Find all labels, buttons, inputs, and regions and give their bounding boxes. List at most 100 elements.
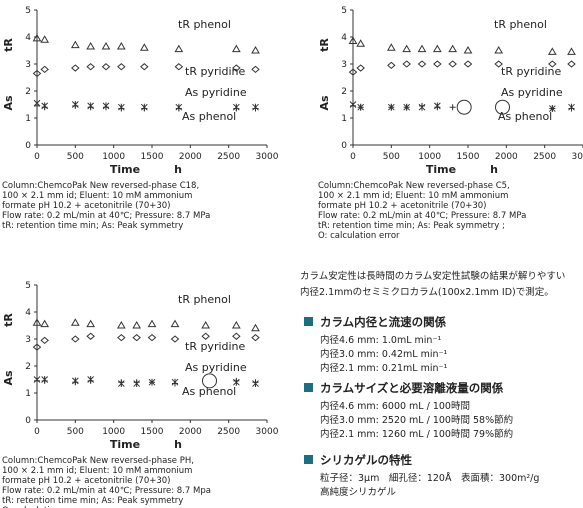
series-label: As pyridine bbox=[185, 86, 247, 99]
x-tick-label: 2500 bbox=[217, 427, 240, 437]
section-line: 内径2.1 mm: 0.21mL min⁻¹ bbox=[320, 362, 448, 374]
caption-line: tR: retention time min; As: Peak symmetr… bbox=[318, 221, 505, 231]
caption-line: formate pH 10.2 + acetonitrile (70+30) bbox=[318, 201, 487, 211]
caption-line: tR: retention time min; As: Peak symmetr… bbox=[2, 496, 183, 506]
y-tick-label: 2 bbox=[25, 362, 31, 372]
triangle-marker bbox=[348, 36, 358, 45]
diamond-marker bbox=[417, 60, 427, 68]
series-label: As pyridine bbox=[185, 361, 247, 374]
section-line: 内径2.1 mm: 1260 mL / 100時間 79%節約 bbox=[320, 428, 513, 440]
plus-marker bbox=[568, 105, 575, 112]
y-tick-label: 1 bbox=[341, 114, 347, 124]
y-tick-label: 2 bbox=[341, 87, 347, 97]
y-tick-label: 4 bbox=[341, 33, 347, 43]
triangle-marker bbox=[32, 318, 42, 326]
caption-line: O: calculation error bbox=[2, 506, 84, 508]
triangle-marker bbox=[417, 44, 427, 53]
series-label: As phenol bbox=[182, 385, 236, 398]
triangle-marker bbox=[116, 321, 126, 329]
caption-line: Flow rate: 0.2 mL/min at 40℃; Pressure: … bbox=[2, 211, 210, 221]
x-tick-label: 2000 bbox=[495, 152, 518, 162]
error-marker bbox=[202, 373, 217, 389]
series-label: tR phenol bbox=[178, 18, 231, 31]
y-tick-label: 0 bbox=[25, 141, 31, 151]
x-tick-label: 0 bbox=[34, 427, 40, 437]
y-tick-label: 0 bbox=[341, 141, 347, 151]
section-line: 内径4.6 mm: 6000 mL / 100時間 bbox=[320, 400, 470, 412]
diamond-marker bbox=[463, 60, 473, 68]
series-label: As phenol bbox=[498, 110, 552, 123]
section-line: 粒子径：3μm 細孔径：120Å 表面積：300m²/g bbox=[320, 472, 539, 484]
x-axis-label: Time bbox=[110, 438, 140, 451]
caption-line: 100 × 2.1 mm id; Eluent: 10 mM ammonium bbox=[2, 191, 192, 201]
section-line: 内径3.0 mm: 0.42mL min⁻¹ bbox=[320, 348, 448, 360]
caption-line: Flow rate: 0.2 mL/min at 40℃; Pressure: … bbox=[2, 486, 211, 496]
y-tick-label: 5 bbox=[25, 6, 31, 16]
x-tick-label: 500 bbox=[67, 427, 84, 437]
x-tick-label: 0 bbox=[34, 152, 40, 162]
triangle-marker bbox=[494, 46, 504, 54]
series-label: tR pyridine bbox=[185, 65, 246, 78]
plus-marker bbox=[72, 102, 79, 109]
x-axis-label: Time bbox=[426, 163, 456, 176]
triangle-marker bbox=[174, 44, 184, 53]
y-axis-label: As bbox=[318, 95, 331, 111]
y-tick-label: 5 bbox=[25, 281, 31, 291]
triangle-marker bbox=[251, 323, 260, 332]
x-tick-label: 3000 bbox=[256, 427, 279, 437]
x-tick-label: 0 bbox=[350, 152, 356, 162]
diamond-marker bbox=[132, 333, 141, 342]
caption-line: tR: retention time min; As: Peak symmetr… bbox=[2, 221, 183, 231]
diamond-marker bbox=[71, 64, 80, 72]
triangle-marker bbox=[40, 35, 50, 43]
triangle-marker bbox=[70, 40, 80, 49]
diamond-marker bbox=[548, 60, 557, 68]
triangle-marker bbox=[356, 39, 366, 47]
triangle-marker bbox=[139, 43, 149, 51]
triangle-marker bbox=[40, 319, 50, 328]
diamond-marker bbox=[71, 335, 80, 343]
triangle-marker bbox=[251, 46, 260, 54]
triangle-marker bbox=[231, 321, 241, 329]
triangle-marker bbox=[201, 321, 211, 329]
triangle-marker bbox=[32, 33, 42, 42]
caption-line: Flow rate: 0.2 mL/min at 40℃; Pressure: … bbox=[318, 211, 526, 221]
y-tick-label: 1 bbox=[25, 389, 31, 399]
caption-line: formate pH 10.2 + acetonitrile (70+30) bbox=[2, 201, 171, 211]
diamond-marker bbox=[402, 60, 411, 68]
section-line: 内径3.0 mm: 2520 mL / 100時間 58%節約 bbox=[320, 414, 513, 426]
diamond-marker bbox=[494, 60, 503, 68]
plus-marker bbox=[118, 379, 125, 386]
diamond-marker bbox=[232, 332, 241, 340]
triangle-marker bbox=[116, 41, 126, 50]
series-label: As pyridine bbox=[501, 86, 563, 99]
series-label: tR phenol bbox=[494, 18, 547, 31]
diamond-marker bbox=[448, 60, 457, 68]
caption-line: 100 × 2.1 mm id; Eluent: 10 mM ammonium bbox=[2, 466, 192, 476]
x-tick-label: 2000 bbox=[179, 152, 202, 162]
x-tick-label: 3000 bbox=[572, 152, 583, 162]
y-tick-label: 3 bbox=[25, 335, 31, 345]
y-tick-label: 2 bbox=[25, 87, 31, 97]
diamond-marker bbox=[32, 69, 42, 78]
plus-marker bbox=[549, 105, 556, 112]
triangle-marker bbox=[386, 43, 396, 51]
plus-marker bbox=[34, 102, 40, 109]
diamond-marker bbox=[117, 63, 126, 71]
series-label: tR pyridine bbox=[185, 340, 246, 353]
caption-line: Column:ChemcoPak New reversed-phase C5, bbox=[318, 181, 510, 191]
plus-marker bbox=[133, 379, 140, 386]
caption-line: formate pH 10.2 + acetonitrile (70+30) bbox=[2, 476, 171, 486]
diamond-marker bbox=[101, 63, 111, 71]
diamond-marker bbox=[232, 64, 241, 72]
caption-line: Column:ChemcoPak New reversed-phase C18, bbox=[2, 181, 199, 191]
plus-marker bbox=[434, 104, 441, 111]
intro-line: 内径2.1mmのセミミクロカラム(100x2.1mm ID)で測定。 bbox=[300, 286, 554, 298]
x-tick-label: 2500 bbox=[217, 152, 240, 162]
plus-marker bbox=[252, 105, 259, 112]
diamond-marker bbox=[433, 60, 442, 68]
diamond-marker bbox=[251, 65, 260, 74]
x-axis-unit: h bbox=[174, 163, 182, 176]
y-tick-label: 5 bbox=[341, 6, 347, 16]
